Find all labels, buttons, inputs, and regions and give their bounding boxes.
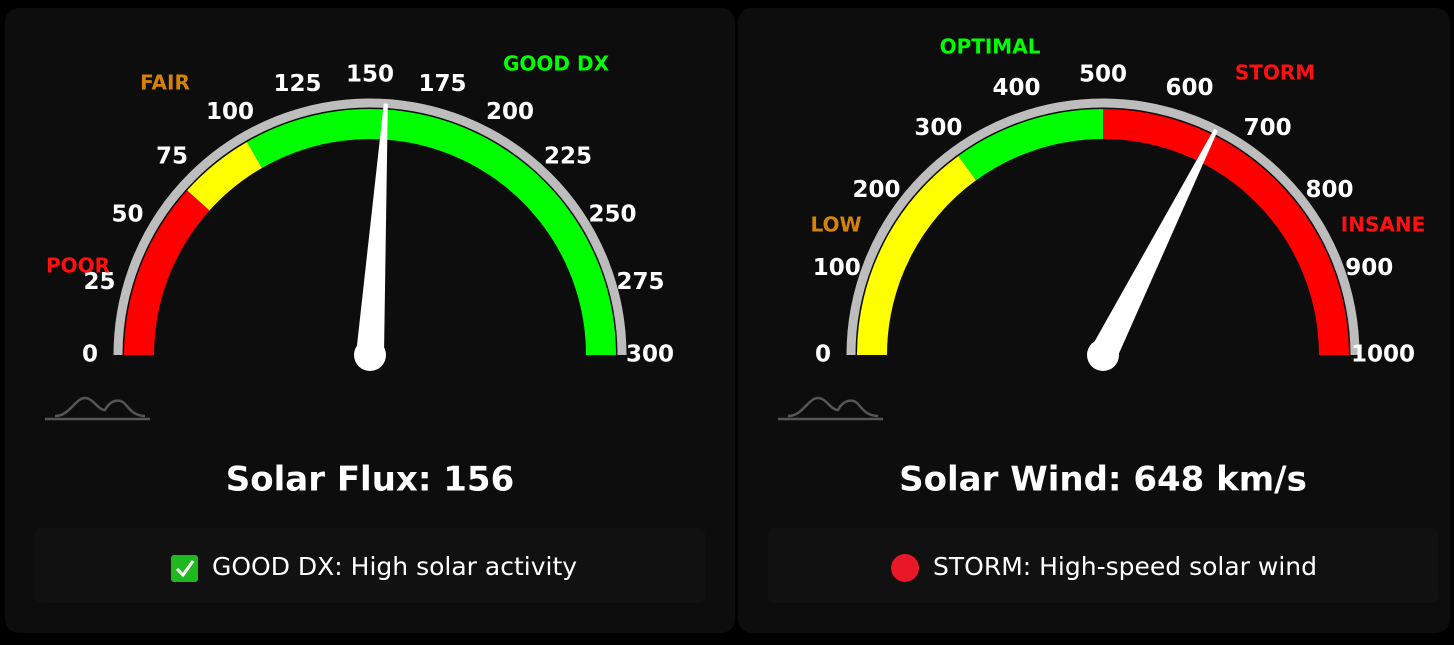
zone-label: OPTIMAL [940,35,1041,59]
tick-label: 200 [486,99,534,125]
tick-label: 100 [813,255,861,281]
tick-label: 700 [1244,115,1292,141]
alert-icon [891,554,919,582]
tick-label: 800 [1306,177,1354,203]
check-icon [175,560,195,578]
icon [45,396,150,421]
tick-label: 300 [626,342,674,368]
tick-label: 225 [544,144,592,170]
tick-label: 25 [84,269,116,295]
gauge-ring [113,98,627,356]
gauge-ring [846,98,1360,356]
needle-hub [354,339,386,371]
status-box [35,528,705,603]
gauge-title: Solar Wind: 648 km/s [899,460,1307,500]
zone-label: STORM [1235,61,1315,85]
tick-label: 1000 [1351,342,1415,368]
tick-label: 0 [815,342,831,368]
tick-label: 300 [914,115,962,141]
gauge-band [857,155,977,355]
check-icon [171,555,198,582]
tick-label: 100 [206,99,254,125]
icon [778,396,883,421]
gauge-band [124,190,210,355]
tick-label: 250 [588,202,636,228]
status-box [768,528,1438,603]
zone-label: FAIR [140,71,190,95]
gauge-title: Solar Flux: 156 [226,460,514,500]
gauge-band [247,109,616,355]
zone-label: GOOD DX [503,52,610,76]
needle-hub [1087,339,1119,371]
tick-label: 125 [274,71,322,97]
zone-label: INSANE [1341,213,1425,237]
tick-label: 500 [1079,62,1127,88]
gauge-band [958,109,1103,181]
needle [1090,128,1218,362]
tick-label: 0 [82,342,98,368]
status-text: GOOD DX: High solar activity [212,552,577,581]
tick-label: 175 [418,71,466,97]
needle [356,103,388,356]
gauge-band [1103,109,1349,355]
tick-label: 400 [992,75,1040,101]
tick-label: 75 [156,144,188,170]
tick-label: 275 [616,269,664,295]
tick-label: 600 [1166,75,1214,101]
tick-label: 50 [112,202,144,228]
tick-label: 150 [346,62,394,88]
gauge-band [187,141,262,211]
status-text: STORM: High-speed solar wind [933,552,1317,581]
tick-label: 200 [852,177,900,203]
zone-label: LOW [810,213,861,237]
zone-label: POOR [46,254,110,278]
tick-label: 900 [1345,255,1393,281]
